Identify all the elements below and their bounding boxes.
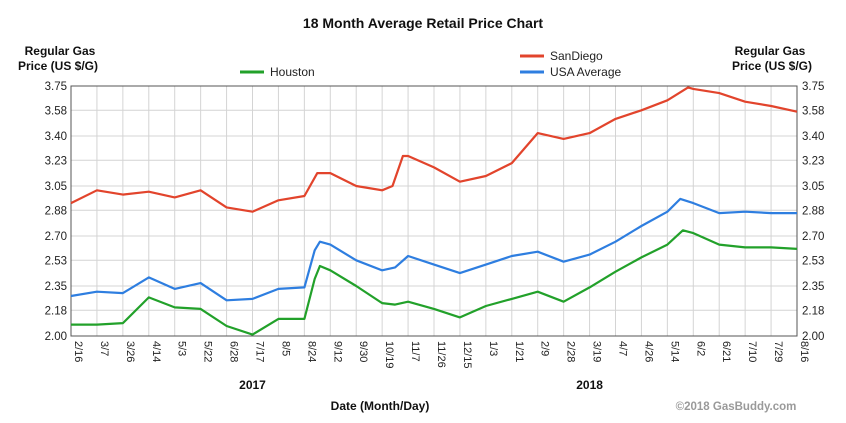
x-axis-label: Date (Month/Day)	[331, 399, 430, 413]
x-tick-label: 5/22	[202, 341, 214, 362]
y-tick-label-left: 2.00	[45, 331, 67, 343]
x-tick-label: 9/30	[357, 341, 369, 362]
series-line-houston	[71, 229, 798, 336]
y-axis-label-right-line2: Price (US $/G)	[732, 59, 812, 73]
y-tick-label-right: 2.70	[802, 231, 824, 243]
x-tick-label: 5/3	[176, 341, 188, 356]
x-tick-label: 2/9	[539, 341, 551, 356]
x-tick-label: 6/21	[720, 341, 732, 362]
y-tick-label-left: 2.35	[45, 281, 67, 293]
x-tick-label: 8/16	[798, 341, 810, 362]
y-tick-label-right: 2.18	[802, 305, 824, 317]
y-tick-label-left: 3.23	[45, 155, 67, 167]
series-line-usa-average	[70, 197, 797, 302]
y-tick-label-right: 2.35	[802, 281, 824, 293]
year-label: 2017	[239, 378, 266, 392]
x-tick-label: 8/5	[279, 341, 291, 356]
x-tick-label: 7/10	[746, 341, 758, 362]
y-tick-label-left: 2.88	[45, 205, 67, 217]
x-tick-label: 4/14	[150, 341, 162, 362]
x-tick-label: 11/26	[435, 341, 447, 368]
grid	[70, 85, 798, 337]
y-tick-label-right: 3.58	[802, 105, 824, 117]
y-tick-label-left: 2.53	[45, 255, 67, 267]
y-tick-label-left: 2.18	[45, 305, 67, 317]
x-tick-label: 6/28	[228, 341, 240, 362]
plot-area	[70, 85, 798, 337]
x-tick-label: 2/28	[565, 341, 577, 362]
series-lines	[70, 86, 798, 336]
x-tick-label: 3/7	[98, 341, 110, 356]
y-tick-label-right: 2.53	[802, 255, 824, 267]
legend-label-usa-average: USA Average	[550, 65, 621, 79]
x-tick-label: 8/24	[305, 341, 317, 362]
x-tick-label: 1/21	[513, 341, 525, 362]
y-tick-label-left: 3.75	[45, 81, 67, 93]
y-tick-label-right: 2.00	[802, 331, 824, 343]
series-line-sandiego	[70, 86, 798, 213]
x-tick-label: 3/26	[124, 341, 136, 362]
y-tick-label-right: 3.05	[802, 181, 824, 193]
y-tick-label-left: 3.40	[45, 131, 67, 143]
chart-title: 18 Month Average Retail Price Chart	[303, 15, 543, 31]
y-axis-label-right-line1: Regular Gas	[735, 44, 806, 58]
y-axis-label-left-line2: Price (US $/G)	[18, 59, 98, 73]
x-tick-label: 5/14	[668, 341, 680, 362]
x-tick-label: 12/15	[461, 341, 473, 369]
legend-label-houston: Houston	[270, 65, 315, 79]
x-tick-label: 7/29	[772, 341, 784, 362]
x-tick-label: 3/19	[591, 341, 603, 362]
x-tick-label: 10/19	[383, 341, 395, 369]
x-axis-ticks: 2/16 3/7 3/26 4/14 5/3 5/22 6/28 7/17 8/5 8/24 9/1…	[72, 341, 810, 392]
x-tick-label: 1/3	[487, 341, 499, 356]
y-tick-label-right: 2.88	[802, 205, 824, 217]
x-tick-label: 11/7	[409, 341, 421, 362]
y-axis-ticks: 3.75 3.75 3.58 3.58 3.40 3.40 3.23 3.23 3.05 3.05…	[45, 81, 825, 343]
legend-label-sandiego: SanDiego	[550, 49, 603, 63]
x-tick-label: 9/12	[331, 341, 343, 362]
year-label: 2018	[576, 378, 603, 392]
y-axis-label-left-line1: Regular Gas	[25, 44, 96, 58]
x-tick-label: 2/16	[72, 341, 84, 362]
x-tick-label: 4/26	[642, 341, 654, 362]
y-tick-label-left: 3.05	[45, 181, 67, 193]
y-tick-label-right: 3.23	[802, 155, 824, 167]
x-tick-label: 4/7	[617, 341, 629, 356]
y-tick-label-left: 2.70	[45, 231, 67, 243]
x-tick-label: 6/2	[694, 341, 706, 356]
credit-text: ©2018 GasBuddy.com	[676, 401, 797, 413]
y-tick-label-left: 3.58	[45, 105, 67, 117]
y-tick-label-right: 3.75	[802, 81, 824, 93]
x-tick-label: 7/17	[254, 341, 266, 362]
y-tick-label-right: 3.40	[802, 131, 824, 143]
legend: Houston SanDiego USA Average	[240, 49, 621, 79]
